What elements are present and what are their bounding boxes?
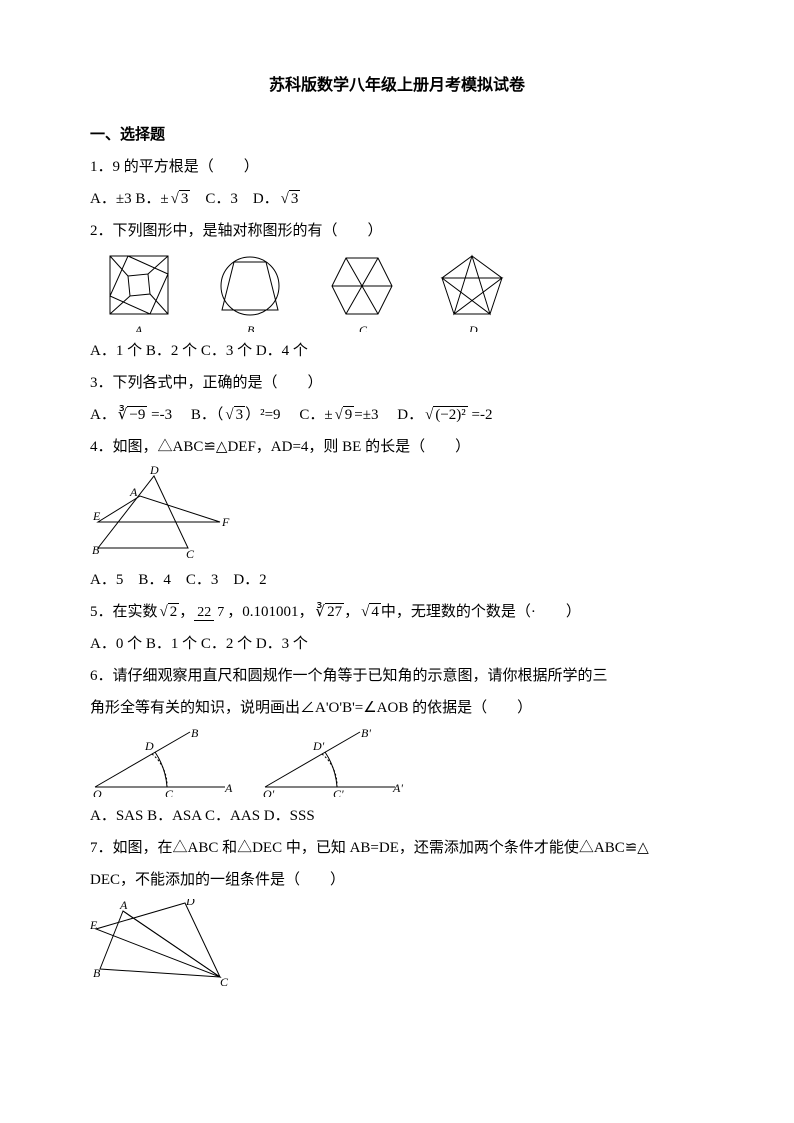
svg-text:C: C — [186, 547, 195, 561]
triangle-diagram: B C D E F A — [90, 466, 240, 561]
svg-text:B: B — [191, 727, 199, 740]
sqrt-icon: 3 — [223, 400, 245, 430]
question-5: 5．在实数2，227，0.101001，27，4中，无理数的个数是（· ） — [90, 597, 704, 627]
q3-opt-c-pre: C．± — [299, 407, 332, 423]
svg-text:E: E — [92, 509, 101, 523]
q3-opt-c-post: =±3 — [354, 407, 378, 423]
svg-text:A': A' — [392, 781, 403, 795]
svg-text:E: E — [90, 918, 98, 932]
q5-post: 中，无理数的个数是（· ） — [381, 604, 581, 620]
q3-opt-d-pre: D． — [397, 407, 423, 423]
question-7-line2: DEC，不能添加的一组条件是（ ） — [90, 865, 704, 895]
question-1: 1．9 的平方根是（ ） — [90, 152, 704, 182]
question-7-figure: A B C D E — [90, 899, 704, 989]
sqrt-icon: 4 — [359, 597, 381, 627]
svg-text:B: B — [92, 543, 100, 557]
question-4-options: A．5 B．4 C．3 D．2 — [90, 565, 704, 595]
question-2: 2．下列图形中，是轴对称图形的有（ ） — [90, 216, 704, 246]
question-4: 4．如图，△ABC≌△DEF，AD=4，则 BE 的长是（ ） — [90, 432, 704, 462]
q5-mid: ，0.101001， — [227, 604, 313, 620]
svg-text:C: C — [359, 323, 368, 332]
svg-text:D: D — [149, 466, 159, 477]
document-title: 苏科版数学八年级上册月考模拟试卷 — [90, 70, 704, 102]
q3-opt-d-post: =-2 — [468, 407, 493, 423]
question-7-line1: 7．如图，在△ABC 和△DEC 中，已知 AB=DE，还需添加两个条件才能使△… — [90, 833, 704, 863]
sqrt-icon: 3 — [279, 184, 301, 214]
triangles-diagram: A B C D E — [90, 899, 240, 989]
question-6-options: A．SAS B．ASA C．AAS D．SSS — [90, 801, 704, 831]
q3-opt-a-pre: A． — [90, 407, 116, 423]
sqrt-icon: 3 — [169, 184, 191, 214]
q1-opt-c: C．3 — [205, 191, 238, 207]
svg-text:A: A — [119, 899, 128, 912]
shapes-diagram: A B C D — [90, 250, 520, 332]
svg-text:C: C — [220, 975, 229, 989]
question-6-line1: 6．请仔细观察用直尺和圆规作一个角等于已知角的示意图，请你根据所学的三 — [90, 661, 704, 691]
question-6-figure: O A B C D O' A' B' C' D' — [90, 727, 704, 797]
question-1-options: A．±3 B．±3 C．3 D．3 — [90, 184, 704, 214]
question-4-figure: B C D E F A — [90, 466, 704, 561]
svg-text:O': O' — [263, 787, 275, 797]
svg-text:A: A — [224, 781, 233, 795]
q5-pre: 5．在实数 — [90, 604, 158, 620]
svg-text:D': D' — [312, 739, 325, 753]
svg-text:O: O — [93, 787, 102, 797]
svg-text:B: B — [93, 966, 101, 980]
svg-text:C: C — [165, 787, 174, 797]
sqrt-icon: 2 — [158, 597, 180, 627]
svg-text:D: D — [144, 739, 154, 753]
q3-opt-b-post: ）²=9 — [245, 407, 280, 423]
fraction: 227 — [194, 606, 227, 620]
svg-text:B: B — [247, 323, 255, 332]
svg-text:F: F — [221, 515, 230, 529]
q3-opt-b-pre: B．（ — [191, 407, 224, 423]
page: 苏科版数学八年级上册月考模拟试卷 一、选择题 1．9 的平方根是（ ） A．±3… — [0, 0, 794, 1053]
question-3: 3．下列各式中，正确的是（ ） — [90, 368, 704, 398]
q1-opt-d: D． — [253, 191, 279, 207]
svg-text:C': C' — [333, 787, 344, 797]
question-2-figures: A B C D — [90, 250, 704, 332]
angle-construction-diagram: O A B C D O' A' B' C' D' — [90, 727, 410, 797]
q5-c1: ， — [179, 604, 194, 620]
q5-c2: ， — [344, 604, 359, 620]
q3-opt-a-post: =-3 — [147, 407, 172, 423]
question-2-options: A．1 个 B．2 个 C．3 个 D．4 个 — [90, 336, 704, 366]
svg-text:A: A — [129, 485, 138, 499]
section-heading: 一、选择题 — [90, 120, 704, 150]
cbrt-icon: 27 — [314, 597, 345, 627]
question-5-options: A．0 个 B．1 个 C．2 个 D．3 个 — [90, 629, 704, 659]
question-3-options: A．−9 =-3 B．（3）²=9 C．±9=±3 D．(−2)² =-2 — [90, 400, 704, 430]
sqrt-icon: 9 — [333, 400, 355, 430]
cbrt-icon: −9 — [116, 400, 148, 430]
q1-opt-a: A．±3 — [90, 191, 132, 207]
sqrt-icon: (−2)² — [423, 400, 468, 430]
svg-text:D: D — [185, 899, 195, 908]
svg-text:B': B' — [361, 727, 371, 740]
svg-text:A: A — [134, 323, 143, 332]
q1-opt-b: B．± — [135, 191, 168, 207]
svg-text:D: D — [468, 323, 478, 332]
question-6-line2: 角形全等有关的知识，说明画出∠A'O'B'=∠AOB 的依据是（ ） — [90, 693, 704, 723]
